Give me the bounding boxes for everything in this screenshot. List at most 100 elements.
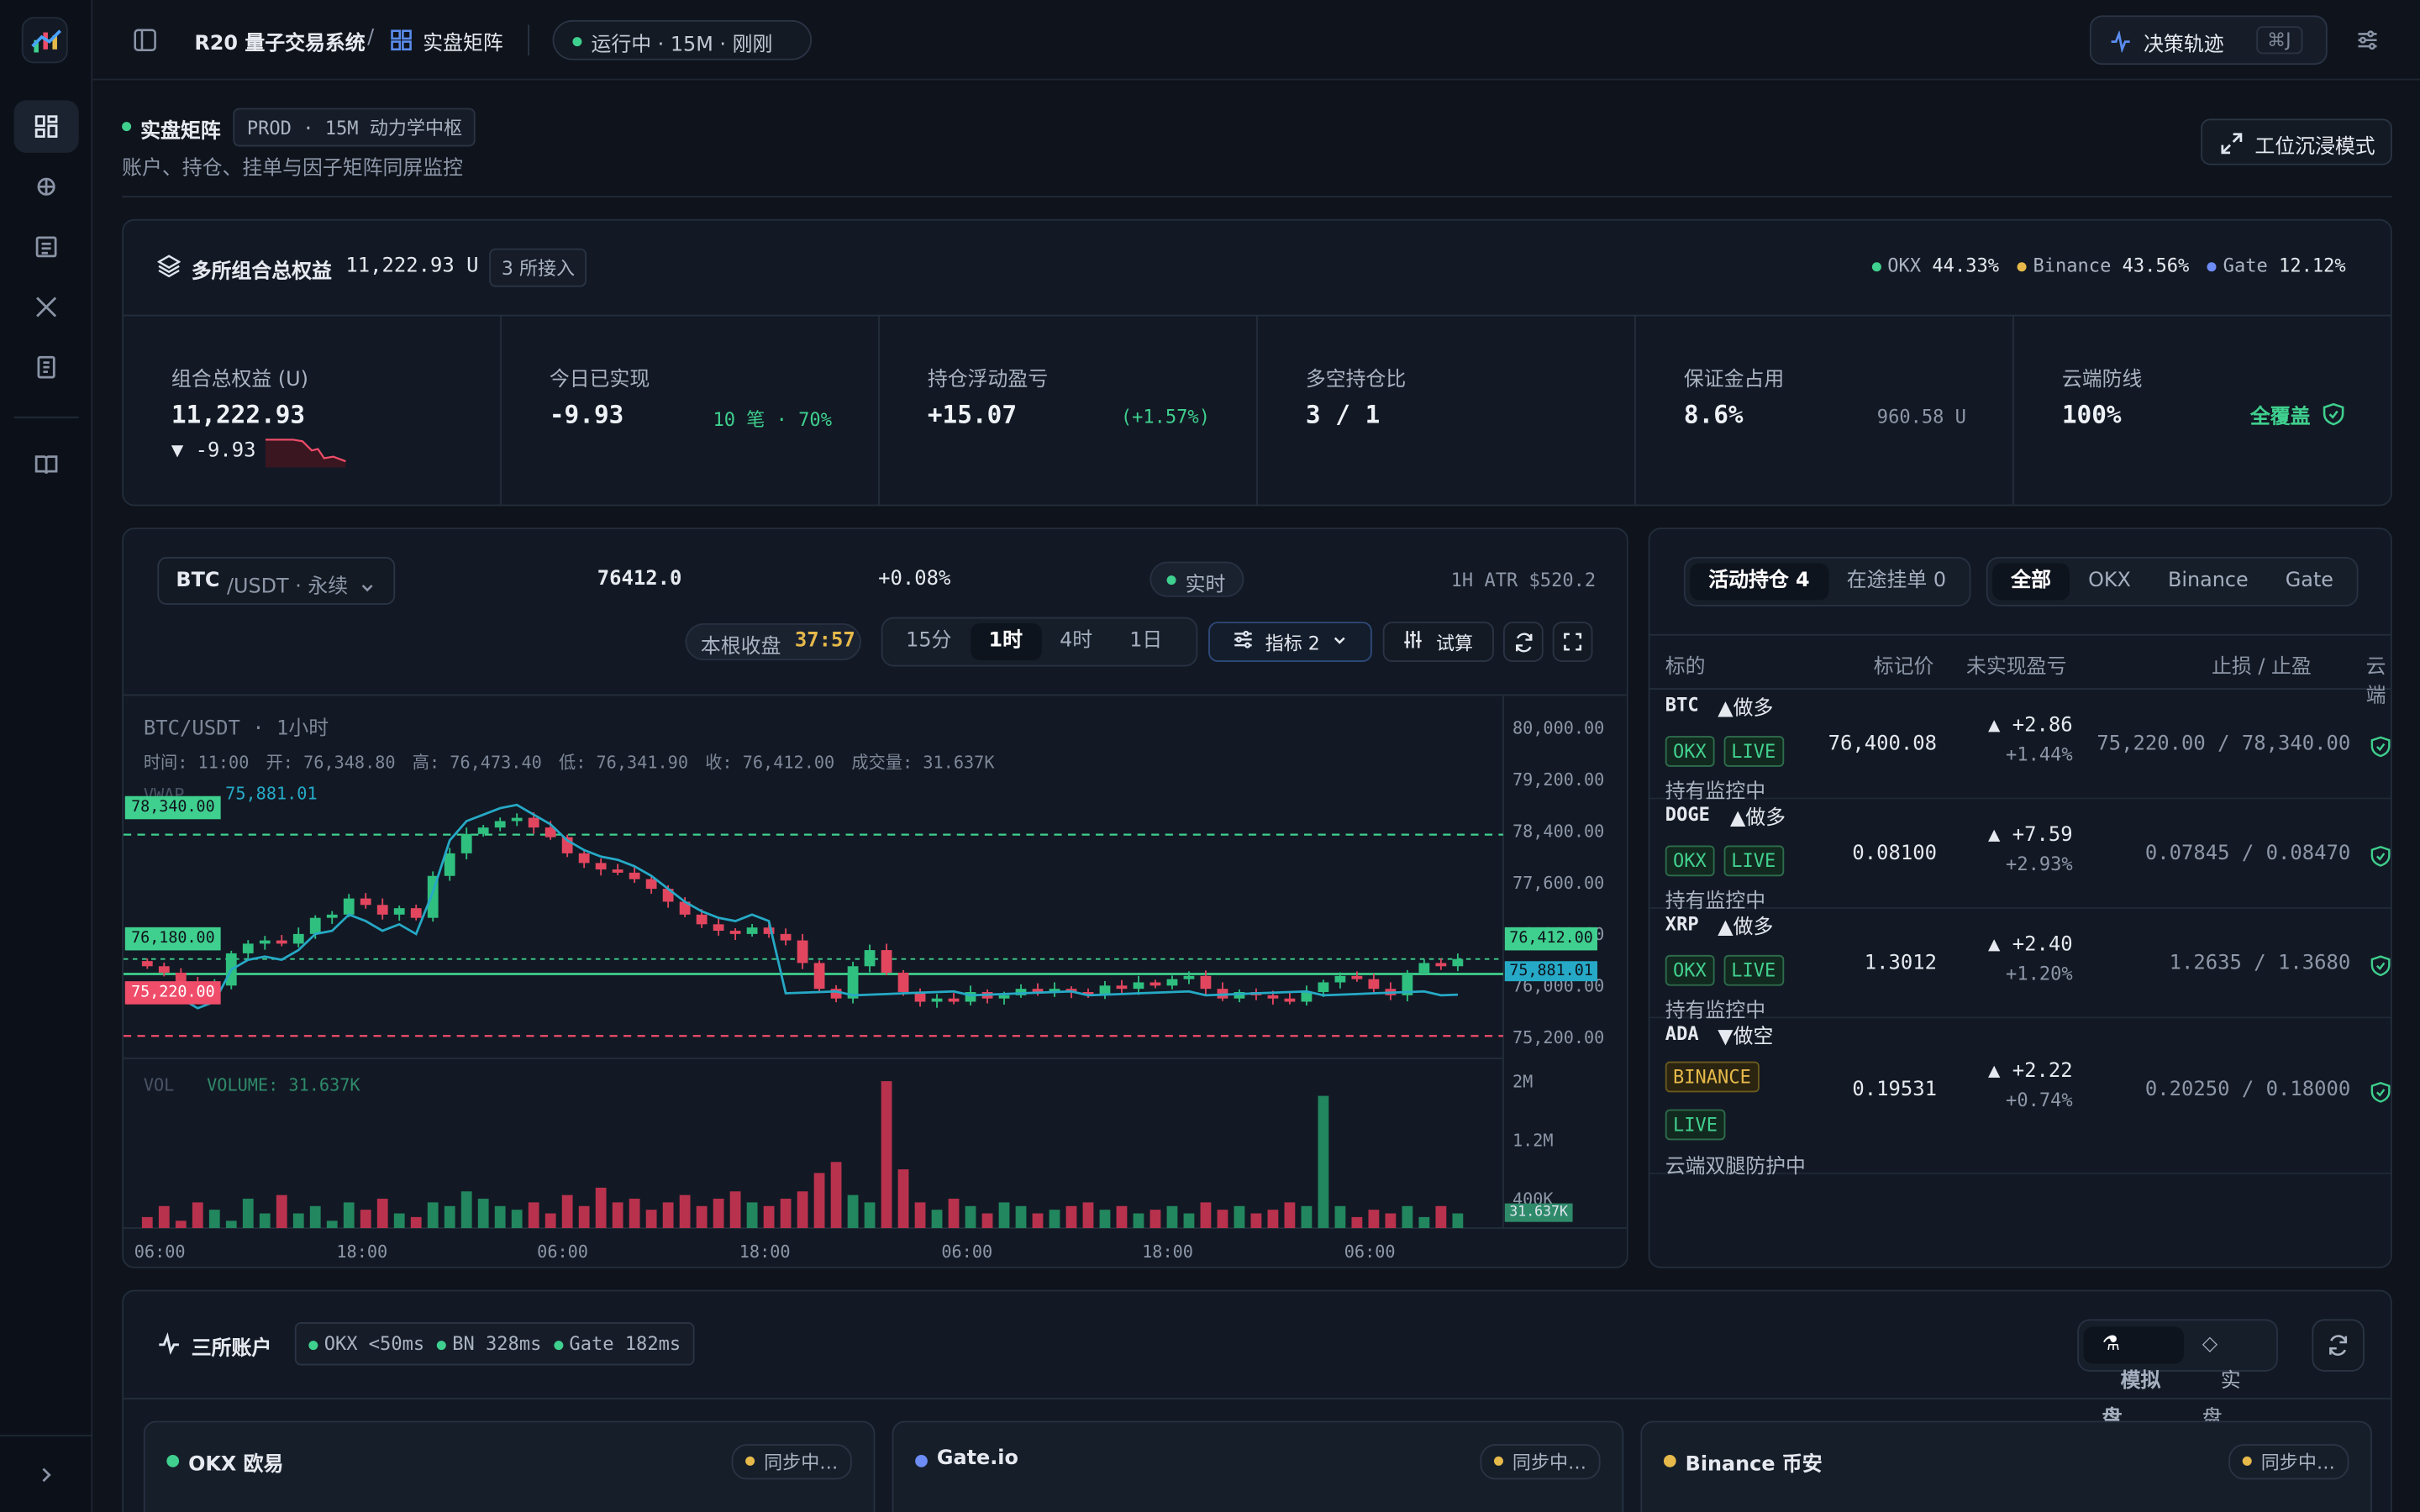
position-tag: OKX (1665, 845, 1714, 877)
live-badge: 实时 (1150, 561, 1244, 597)
volume-bar (931, 1210, 943, 1229)
positions-header: 标的 标记价 未实现盈亏 止损 / 止盈 云端 (1649, 638, 2391, 708)
volume-bar (1217, 1210, 1228, 1229)
candle-body (326, 914, 338, 918)
position-row[interactable]: XRP ▲做多 OKX LIVE 持有监控中 1.3012 ▲ +2.40 +1.… (1649, 911, 2391, 1023)
breadcrumb-section[interactable]: 实盘矩阵 (423, 32, 503, 56)
symbol-selector[interactable]: BTC /USDT · 永续 (157, 557, 396, 605)
volume-bar (729, 1191, 741, 1229)
shield-check-icon (2323, 402, 2344, 432)
position-symbol: XRP (1665, 913, 1699, 936)
pulse-icon (2110, 29, 2132, 59)
position-status: 云端双腿防护中 (1665, 1155, 1806, 1179)
candle-body (1402, 972, 1413, 995)
equity-sparkline (265, 438, 346, 468)
share-gate: Gate 12.12% (2207, 255, 2346, 276)
position-status: 持有监控中 (1665, 780, 1766, 804)
candle-body (578, 853, 590, 864)
volume-bar (393, 1213, 405, 1229)
volume-bar (998, 1202, 1010, 1229)
volume-bar (847, 1194, 859, 1229)
indicator-button[interactable]: 指标 2 (1208, 622, 1372, 662)
volume-bar (1402, 1205, 1413, 1229)
settings-sliders-icon[interactable] (2355, 28, 2380, 59)
tab-pending-orders[interactable]: 在途挂单 0 (1846, 569, 1947, 593)
tab-active-positions[interactable]: 活动持仓 4 (1690, 563, 1828, 601)
position-tag: LIVE (1723, 954, 1784, 986)
position-side: ▲做多 (1718, 697, 1774, 721)
nav-docs-icon[interactable] (14, 438, 79, 491)
y-tick-label: 75,200.00 (1512, 1027, 1604, 1047)
kpi-side: 10 笔 · 70% (713, 408, 832, 431)
timeframe-1h[interactable]: 1时 (970, 623, 1042, 661)
volume-bar (679, 1194, 691, 1229)
y-tick-label: 79,200.00 (1512, 769, 1604, 790)
kpi-value: 100% (2061, 399, 2122, 429)
filter-all[interactable]: 全部 (1992, 563, 2070, 601)
volume-bar (292, 1213, 304, 1229)
nav-news-icon[interactable] (14, 221, 79, 273)
stop-loss-tag: 75,220.00 (124, 981, 221, 1005)
live-label: 实时 (1185, 574, 1226, 597)
volume-bar (780, 1199, 792, 1229)
nav-brain-icon[interactable] (14, 160, 79, 213)
position-tag: LIVE (1665, 1109, 1726, 1141)
timeframe-4h[interactable]: 4时 (1060, 629, 1093, 653)
volume-bar (326, 1221, 338, 1229)
account-name: Binance 币安 (1685, 1453, 1823, 1477)
timeframe-1d[interactable]: 1日 (1129, 629, 1163, 653)
trial-calc-button[interactable]: 试算 (1382, 622, 1494, 662)
sidebar-toggle-icon[interactable] (133, 28, 157, 59)
accounts-refresh-icon[interactable] (2312, 1319, 2365, 1372)
sidebar-expand-icon[interactable] (14, 1449, 79, 1501)
volume-bar (965, 1205, 976, 1229)
app-logo[interactable] (21, 17, 68, 64)
account-card-binance[interactable]: Binance 币安 同步中… (1640, 1420, 2373, 1512)
filter-okx[interactable]: OKX (2088, 569, 2131, 593)
immersive-mode-button[interactable]: 工位沉浸模式 (2201, 118, 2392, 165)
position-row[interactable]: BTC ▲做多 OKX LIVE 持有监控中 76,400.08 ▲ +2.86 … (1649, 691, 2391, 804)
position-symbol: ADA (1665, 1022, 1699, 1045)
decision-trace-button[interactable]: 决策轨迹 ⌘J (2089, 15, 2328, 66)
breadcrumb-separator: / (367, 26, 375, 50)
candle-body (343, 898, 355, 915)
account-card-gate[interactable]: Gate.io 同步中… (892, 1420, 1624, 1512)
volume-bar (1183, 1213, 1195, 1229)
mode-simulated[interactable]: ⚗ 模拟盘 (2083, 1326, 2184, 1431)
header-mark: 标记价 (1873, 655, 1934, 680)
cloud-shield-icon (2370, 734, 2391, 764)
candle-body (1133, 982, 1144, 990)
candle-body (1099, 985, 1111, 995)
candle-body (1418, 963, 1430, 973)
position-row[interactable]: ADA ▼做空 BINANCE LIVE 云端双腿防护中 0.19531 ▲ +… (1649, 1020, 2391, 1179)
app-name[interactable]: R20 量子交易系统 (194, 32, 366, 56)
kpi-margin: 保证金占用 8.6% 960.58 U (1636, 316, 2014, 505)
position-row[interactable]: DOGE ▲做多 OKX LIVE 持有监控中 0.08100 ▲ +7.59 +… (1649, 801, 2391, 913)
position-pnl-pct: +1.44% (2006, 743, 2073, 766)
page-subtitle: 账户、持仓、挂单与因子矩阵同屏监控 (122, 157, 464, 181)
refresh-icon[interactable] (1502, 622, 1544, 662)
filter-binance[interactable]: Binance (2167, 569, 2249, 593)
account-card-okx[interactable]: OKX 欧易 同步中… (143, 1420, 876, 1512)
candlestick-chart[interactable]: 80,000.0079,200.0078,400.0077,600.0076,8… (123, 696, 1628, 1268)
trading-mode-toggle: ⚗ 模拟盘 ◇ 实盘 (2077, 1319, 2278, 1431)
filter-gate[interactable]: Gate (2285, 569, 2334, 593)
position-sltp: 75,220.00 / 78,340.00 (2096, 732, 2351, 756)
timeframe-15m[interactable]: 15分 (906, 629, 952, 653)
kpi-value: -9.93 (549, 399, 624, 429)
candle-body (175, 972, 187, 983)
volume-bar (192, 1202, 203, 1229)
candle-body (965, 991, 976, 1002)
nav-strategy-icon[interactable] (14, 281, 79, 333)
volume-bar (1385, 1213, 1397, 1229)
nav-report-icon[interactable] (14, 341, 79, 393)
nav-dashboard-icon[interactable] (13, 100, 79, 153)
mode-real[interactable]: ◇ 实盘 (2202, 1332, 2241, 1431)
volume-bar (629, 1199, 640, 1229)
exchange-shares: OKX 44.33% Binance 43.56% Gate 12.12% (1871, 255, 2346, 276)
account-sync-badge: 同步中… (731, 1444, 852, 1480)
volume-bar (494, 1205, 506, 1229)
fullscreen-icon[interactable] (1552, 622, 1593, 662)
trial-calc-label: 试算 (1436, 632, 1474, 654)
candle-body (1301, 991, 1313, 1002)
